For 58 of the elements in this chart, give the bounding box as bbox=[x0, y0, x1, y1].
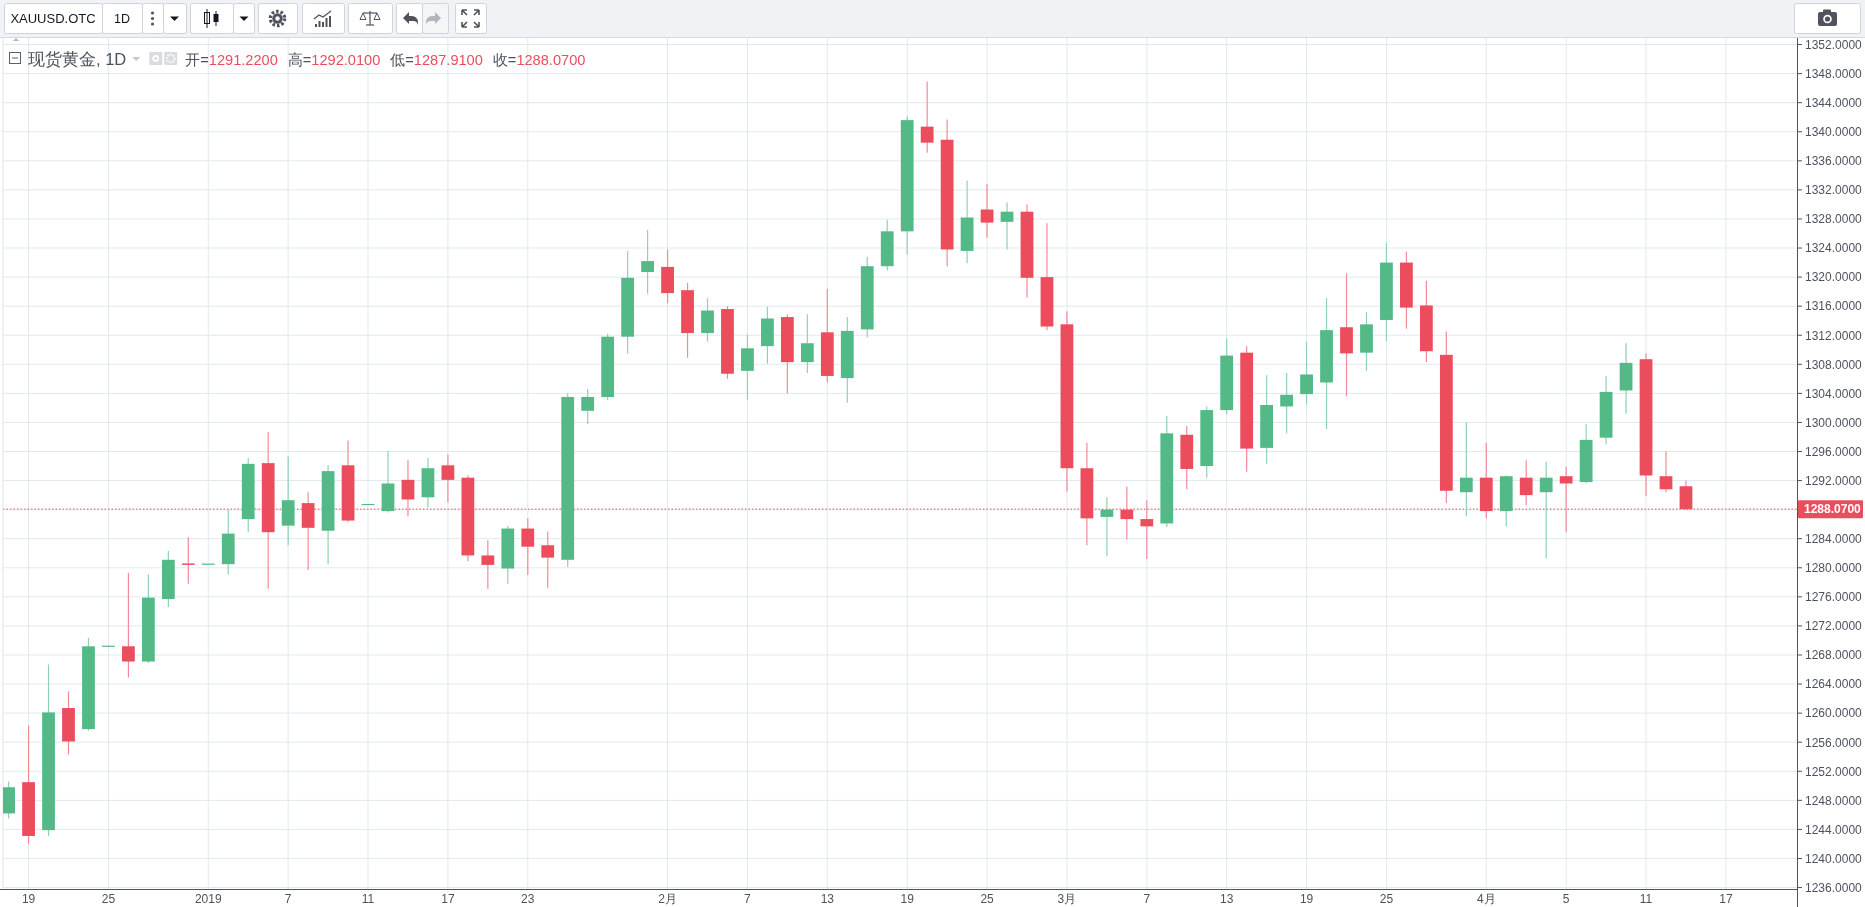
y-tick-label: 1316.0000 bbox=[1805, 299, 1862, 314]
y-tick-label: 1332.0000 bbox=[1805, 183, 1862, 198]
y-tick-label: 1320.0000 bbox=[1805, 270, 1862, 285]
y-tick-label: 1348.0000 bbox=[1805, 66, 1862, 81]
y-tick-label: 1292.0000 bbox=[1805, 473, 1862, 488]
y-tick-label: 1260.0000 bbox=[1805, 706, 1862, 721]
x-tick-label: 4月 bbox=[1476, 892, 1496, 906]
x-tick-label: 19 bbox=[1299, 892, 1314, 906]
y-tick-label: 1256.0000 bbox=[1805, 735, 1862, 750]
annotation: 高=1292.0100 bbox=[287, 51, 381, 68]
y-tick-label: 1236.0000 bbox=[1805, 880, 1862, 895]
x-tick-label: 3月 bbox=[1057, 892, 1077, 906]
y-tick-label: 1352.0000 bbox=[1805, 37, 1862, 52]
x-tick-label: 7 bbox=[1143, 892, 1151, 906]
y-tick-label: 1308.0000 bbox=[1805, 357, 1862, 372]
title: 现货黄金, 1D bbox=[28, 49, 127, 68]
y-tick-label: 1328.0000 bbox=[1805, 212, 1862, 227]
y-tick-label: 1312.0000 bbox=[1805, 328, 1862, 343]
y-tick-label: 1252.0000 bbox=[1805, 764, 1862, 779]
annotation: 低=1287.9100 bbox=[390, 51, 483, 68]
x-tick-label: 7 bbox=[744, 892, 751, 906]
y-tick-label: 1264.0000 bbox=[1805, 677, 1862, 692]
ref-line-label: 1288.0700 bbox=[1804, 502, 1861, 517]
x-tick-label: 7 bbox=[284, 892, 292, 906]
y-tick-label: 1296.0000 bbox=[1805, 444, 1862, 459]
annotation: 开=1291.2200 bbox=[185, 51, 278, 68]
y-tick-label: 1284.0000 bbox=[1805, 532, 1862, 546]
annotation: 1D bbox=[114, 12, 130, 26]
annotation: XAUUSD.OTC bbox=[10, 11, 96, 26]
annotation: 收=1288.0700 bbox=[492, 51, 586, 68]
x-tick-label: 25 bbox=[101, 892, 116, 906]
x-tick-label: 5 bbox=[1562, 892, 1570, 906]
y-tick-label: 1244.0000 bbox=[1805, 822, 1862, 837]
y-tick-label: 1268.0000 bbox=[1805, 648, 1862, 663]
x-tick-label: 11 bbox=[1639, 892, 1653, 906]
y-tick-label: 1280.0000 bbox=[1805, 561, 1862, 576]
y-tick-label: 1304.0000 bbox=[1805, 386, 1862, 401]
x-tick-label: 2019 bbox=[194, 892, 222, 906]
x-tick-label: 2月 bbox=[658, 892, 677, 906]
x-tick-label: 25 bbox=[980, 892, 994, 906]
y-tick-label: 1340.0000 bbox=[1805, 125, 1862, 140]
x-tick-label: 19 bbox=[900, 892, 914, 906]
x-tick-label: 13 bbox=[820, 892, 834, 906]
y-tick-label: 1272.0000 bbox=[1805, 619, 1862, 634]
x-tick-label: 23 bbox=[521, 892, 535, 906]
y-tick-label: 1248.0000 bbox=[1805, 793, 1862, 808]
y-tick-label: 1336.0000 bbox=[1805, 154, 1862, 169]
x-tick-label: 17 bbox=[1719, 892, 1733, 906]
x-tick-label: 13 bbox=[1220, 892, 1234, 906]
y-tick-label: 1344.0000 bbox=[1805, 96, 1862, 110]
y-tick-label: 1300.0000 bbox=[1805, 415, 1862, 430]
x-tick-label: 25 bbox=[1379, 892, 1394, 906]
x-tick-label: 17 bbox=[441, 892, 455, 906]
x-tick-label: 19 bbox=[21, 892, 36, 906]
y-tick-label: 1324.0000 bbox=[1805, 241, 1862, 256]
y-tick-label: 1240.0000 bbox=[1805, 851, 1862, 866]
y-tick-label: 1276.0000 bbox=[1805, 590, 1862, 605]
x-tick-label: 11 bbox=[361, 892, 375, 906]
